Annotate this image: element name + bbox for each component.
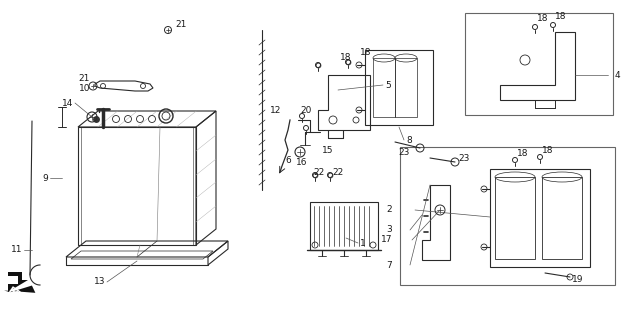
Text: 8: 8 [406,135,412,145]
Text: 22: 22 [313,167,324,177]
Text: 22: 22 [332,167,343,177]
Text: 2: 2 [386,205,392,214]
Text: 14: 14 [62,99,73,108]
Text: 21: 21 [175,20,187,28]
Polygon shape [4,285,35,293]
Text: 10: 10 [78,84,90,92]
Text: 9: 9 [42,173,48,182]
Polygon shape [8,272,28,292]
Text: 18: 18 [542,146,554,155]
Text: 20: 20 [300,106,312,115]
Text: 3: 3 [386,226,392,235]
Text: 12: 12 [270,106,281,115]
Text: 15: 15 [322,146,333,155]
Text: 5: 5 [385,81,391,90]
Text: 4: 4 [615,70,621,79]
Text: 18: 18 [340,52,351,61]
Text: 1: 1 [360,239,366,249]
Text: 21: 21 [78,74,90,83]
Text: 18: 18 [517,148,529,157]
Text: FR.: FR. [5,286,26,304]
Bar [400,147,615,285]
Text: 7: 7 [386,260,392,269]
Text: 6: 6 [285,156,290,164]
Text: 16: 16 [295,157,307,166]
Text: 23: 23 [458,154,470,163]
Text: 19: 19 [572,276,583,284]
Text: 18: 18 [360,47,371,57]
Text: 18: 18 [555,12,567,20]
Text: 13: 13 [93,277,105,286]
Text: 11: 11 [11,245,22,254]
Text: 23: 23 [398,148,409,156]
Bar [465,13,613,115]
Bar [310,202,378,250]
Text: 17: 17 [381,236,392,244]
Text: 18: 18 [537,13,549,22]
